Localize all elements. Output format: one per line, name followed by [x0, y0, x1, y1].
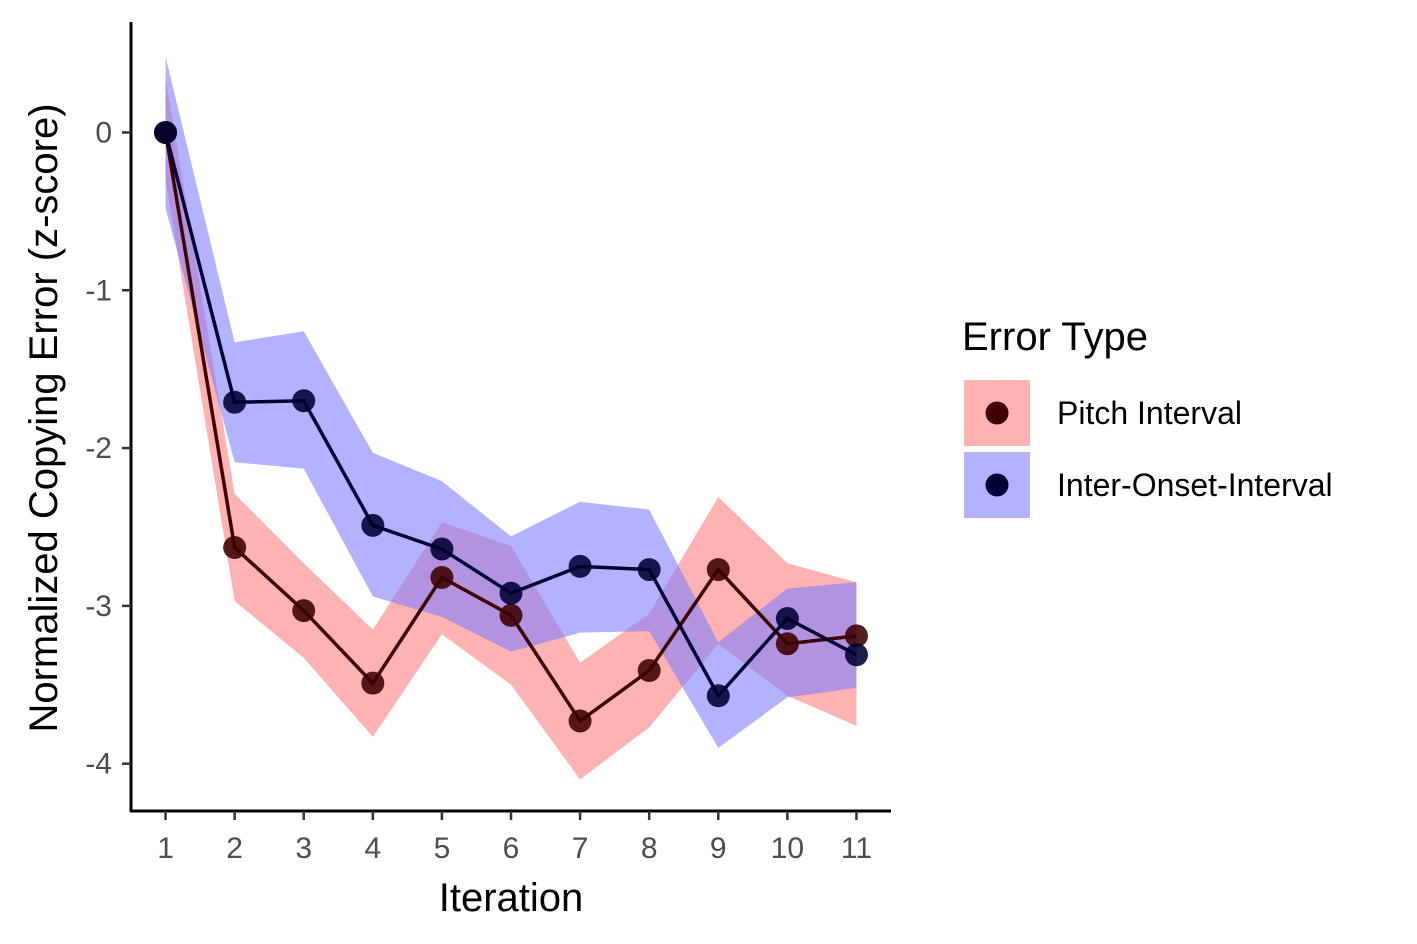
legend: Error Type Pitch Interval Inter-Onset-Int… [962, 315, 1333, 518]
y-tick-label: -4 [85, 748, 112, 781]
point-inter-onset-interval-7 [568, 554, 592, 578]
point-pitch-interval-11 [844, 624, 868, 648]
legend-title: Error Type [962, 315, 1148, 359]
x-tick-label: 6 [503, 832, 520, 865]
point-inter-onset-interval-2 [223, 390, 247, 414]
x-tick-label: 3 [295, 832, 312, 865]
axes: 0 -1 -2 -3 -4 1 2 3 4 5 6 7 8 9 10 11 [85, 22, 891, 865]
y-tick-label: -1 [85, 274, 112, 307]
x-tick-label: 1 [157, 832, 174, 865]
x-tick-label: 2 [226, 832, 243, 865]
point-pitch-interval-5 [430, 565, 454, 589]
x-tick-label: 11 [841, 832, 872, 865]
point-inter-onset-interval-8 [637, 558, 661, 582]
legend-label-inter-onset-interval: Inter-Onset-Interval [1057, 467, 1333, 503]
point-layer [154, 120, 868, 733]
y-ticks: 0 -1 -2 -3 -4 [85, 116, 131, 781]
point-pitch-interval-8 [637, 659, 661, 683]
x-axis-title: Iteration [439, 876, 584, 920]
x-tick-label: 10 [771, 832, 804, 865]
point-inter-onset-interval-9 [706, 684, 730, 708]
x-ticks: 1 2 3 4 5 6 7 8 9 10 11 [157, 811, 872, 865]
point-pitch-interval-10 [775, 632, 799, 656]
y-tick-label: -2 [85, 432, 112, 465]
x-tick-label: 4 [364, 832, 381, 865]
point-pitch-interval-3 [292, 599, 316, 623]
point-inter-onset-interval-6 [499, 581, 523, 605]
x-tick-label: 7 [572, 832, 589, 865]
point-inter-onset-interval-11 [844, 643, 868, 667]
ribbon-layer [165, 56, 857, 780]
legend-point-inter-onset-interval [985, 473, 1009, 497]
point-inter-onset-interval-1 [154, 120, 178, 144]
y-tick-label: 0 [95, 116, 112, 149]
y-tick-label: -3 [85, 590, 112, 623]
x-tick-label: 9 [710, 832, 727, 865]
point-inter-onset-interval-5 [430, 537, 454, 561]
x-tick-label: 5 [434, 832, 451, 865]
point-inter-onset-interval-4 [361, 513, 385, 537]
legend-point-pitch-interval [985, 401, 1009, 425]
y-axis-title: Normalized Copying Error (z-score) [22, 103, 66, 732]
point-pitch-interval-2 [223, 535, 247, 559]
point-pitch-interval-7 [568, 709, 592, 733]
x-tick-label: 8 [641, 832, 658, 865]
point-pitch-interval-4 [361, 671, 385, 695]
legend-label-pitch-interval: Pitch Interval [1057, 395, 1242, 431]
point-inter-onset-interval-3 [292, 389, 316, 413]
legend-items: Pitch Interval Inter-Onset-Interval [964, 380, 1333, 518]
point-pitch-interval-6 [499, 603, 523, 627]
point-inter-onset-interval-10 [775, 606, 799, 630]
point-pitch-interval-9 [706, 558, 730, 582]
